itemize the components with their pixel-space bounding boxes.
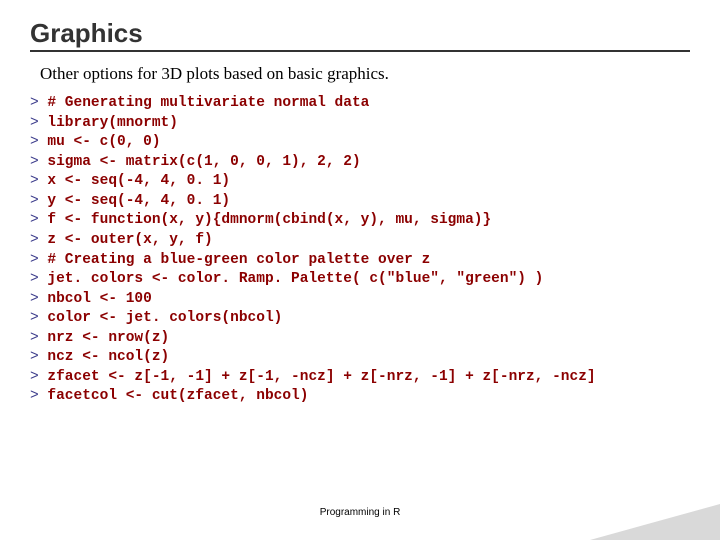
prompt-char: >	[30, 212, 47, 228]
code-text: x <- seq(-4, 4, 0. 1)	[47, 173, 230, 189]
prompt-char: >	[30, 232, 47, 248]
code-line: > y <- seq(-4, 4, 0. 1)	[30, 192, 690, 212]
code-text: library(mnormt)	[47, 115, 178, 131]
corner-wedge	[590, 504, 720, 540]
code-text: z <- outer(x, y, f)	[47, 232, 212, 248]
code-text: sigma <- matrix(c(1, 0, 0, 1), 2, 2)	[47, 154, 360, 170]
code-text: jet. colors <- color. Ramp. Palette( c("…	[47, 271, 543, 287]
code-line: > x <- seq(-4, 4, 0. 1)	[30, 172, 690, 192]
prompt-char: >	[30, 173, 47, 189]
prompt-char: >	[30, 95, 47, 111]
code-text: zfacet <- z[-1, -1] + z[-1, -ncz] + z[-n…	[47, 369, 595, 385]
code-line: > jet. colors <- color. Ramp. Palette( c…	[30, 270, 690, 290]
prompt-char: >	[30, 154, 47, 170]
code-line: > library(mnormt)	[30, 114, 690, 134]
code-text: facetcol <- cut(zfacet, nbcol)	[47, 388, 308, 404]
code-line: > mu <- c(0, 0)	[30, 133, 690, 153]
code-text: ncz <- ncol(z)	[47, 349, 169, 365]
code-line: > facetcol <- cut(zfacet, nbcol)	[30, 387, 690, 407]
code-line: > f <- function(x, y){dmnorm(cbind(x, y)…	[30, 211, 690, 231]
code-line: > ncz <- ncol(z)	[30, 348, 690, 368]
code-line: > sigma <- matrix(c(1, 0, 0, 1), 2, 2)	[30, 153, 690, 173]
code-line: > # Generating multivariate normal data	[30, 94, 690, 114]
code-line: > z <- outer(x, y, f)	[30, 231, 690, 251]
prompt-char: >	[30, 271, 47, 287]
code-text: mu <- c(0, 0)	[47, 134, 160, 150]
code-text: nrz <- nrow(z)	[47, 330, 169, 346]
prompt-char: >	[30, 369, 47, 385]
code-line: > zfacet <- z[-1, -1] + z[-1, -ncz] + z[…	[30, 368, 690, 388]
code-line: > nrz <- nrow(z)	[30, 329, 690, 349]
code-block: > # Generating multivariate normal data>…	[30, 94, 690, 407]
code-text: nbcol <- 100	[47, 291, 151, 307]
prompt-char: >	[30, 115, 47, 131]
code-line: > # Creating a blue-green color palette …	[30, 251, 690, 271]
code-line: > color <- jet. colors(nbcol)	[30, 309, 690, 329]
prompt-char: >	[30, 291, 47, 307]
prompt-char: >	[30, 193, 47, 209]
prompt-char: >	[30, 134, 47, 150]
slide-title: Graphics	[30, 18, 690, 52]
code-text: color <- jet. colors(nbcol)	[47, 310, 282, 326]
slide-subtitle: Other options for 3D plots based on basi…	[40, 64, 690, 84]
prompt-char: >	[30, 388, 47, 404]
prompt-char: >	[30, 310, 47, 326]
prompt-char: >	[30, 349, 47, 365]
code-text: # Creating a blue-green color palette ov…	[47, 252, 430, 268]
code-text: f <- function(x, y){dmnorm(cbind(x, y), …	[47, 212, 491, 228]
code-text: # Generating multivariate normal data	[47, 95, 369, 111]
code-text: y <- seq(-4, 4, 0. 1)	[47, 193, 230, 209]
code-line: > nbcol <- 100	[30, 290, 690, 310]
prompt-char: >	[30, 252, 47, 268]
prompt-char: >	[30, 330, 47, 346]
